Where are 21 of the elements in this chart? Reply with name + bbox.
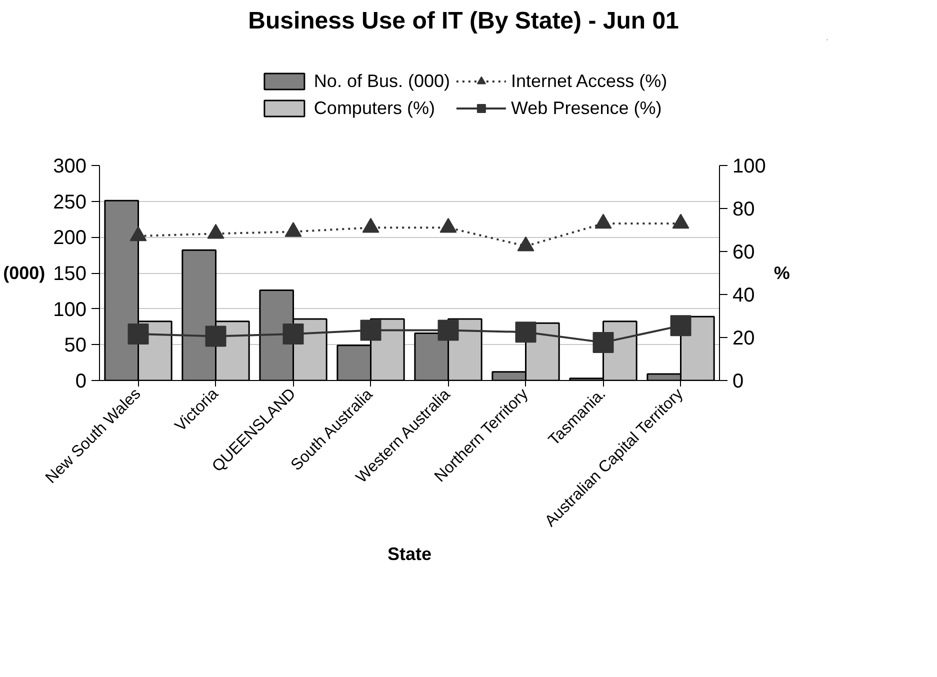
y-tick-label: 150: [53, 263, 87, 285]
legend-label: Internet Access (%): [511, 70, 668, 92]
legend-label: Computers (%): [314, 98, 435, 118]
y-tick-label: 200: [53, 227, 87, 250]
legend-label: Web Presence (%): [511, 98, 662, 118]
y2-tick-label: 100: [732, 156, 766, 178]
y2-tick-label: 0: [732, 370, 744, 392]
y2-tick-label: 80: [732, 198, 755, 220]
y-tick-label: 250: [53, 191, 87, 214]
chart-title: Business Use of IT (By State) - Jun 01: [248, 8, 679, 34]
y-axis-title: (000): [3, 263, 46, 283]
y2-tick-label: 60: [732, 242, 755, 264]
y-tick-label: 0: [75, 370, 86, 392]
y-tick-label: 300: [53, 156, 87, 178]
x-axis-title: State: [387, 544, 432, 564]
y2-axis-title: %: [774, 263, 790, 283]
y2-tick-label: 40: [732, 284, 755, 306]
legend-label: No. of Bus. (000): [314, 70, 450, 92]
y-tick-label: 50: [64, 334, 87, 357]
y-tick-label: 100: [53, 298, 87, 321]
y2-tick-label: 20: [732, 328, 755, 350]
